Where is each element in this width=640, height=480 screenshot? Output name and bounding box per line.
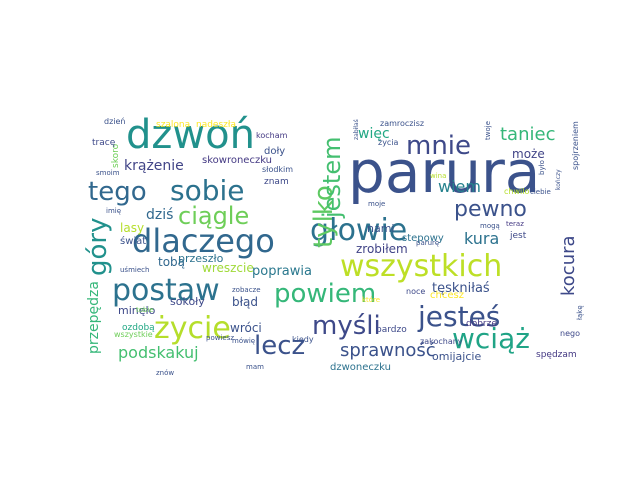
word-cloud-word: kiedy — [292, 335, 314, 344]
word-cloud-word: nadeszła — [196, 120, 236, 130]
word-cloud-word: wróci — [230, 321, 262, 335]
word-cloud-word: może — [512, 147, 545, 161]
word-cloud-word: mam — [246, 363, 264, 371]
word-cloud-word: skoro — [111, 143, 121, 168]
word-cloud-word: poprawia — [252, 264, 312, 279]
word-cloud-word: przepędza — [86, 281, 102, 354]
word-cloud-word: nego — [560, 329, 580, 338]
word-cloud-word: szalona — [156, 120, 190, 130]
word-cloud-word: kończy — [555, 169, 562, 190]
word-cloud-word: omijajcie — [432, 350, 481, 363]
word-cloud-word: ciągle — [178, 202, 249, 230]
word-cloud-word: sobie — [170, 174, 245, 207]
word-cloud-word: zobacze — [232, 286, 261, 294]
word-cloud-word: dlaczego — [132, 222, 275, 260]
word-cloud-word: twoje — [484, 121, 492, 140]
word-cloud-word: góry — [83, 218, 113, 277]
word-cloud-word: wiem — [438, 177, 481, 196]
word-cloud-word: lasy — [120, 221, 144, 235]
word-cloud-word: minęło — [118, 304, 156, 317]
word-cloud-word: świat — [120, 235, 146, 247]
word-cloud-word: tego — [88, 177, 147, 207]
word-cloud-word: wszystkich — [340, 249, 502, 284]
word-cloud-word: lecz — [254, 331, 305, 361]
word-cloud-word: kocura — [558, 235, 579, 296]
word-cloud-word: nami — [367, 222, 394, 235]
word-cloud-words: parura dzwoń wszystkich dlaczego głowie posta… — [83, 112, 584, 377]
word-cloud-word: dzwoneczku — [330, 362, 391, 373]
word-cloud-word: zamroczisz — [380, 119, 424, 128]
word-cloud-word: moje — [368, 200, 385, 208]
word-cloud-word: jesteś — [417, 300, 500, 333]
word-cloud-word: zabiłaś — [353, 119, 360, 140]
word-cloud-word: kocham — [256, 131, 288, 140]
word-cloud-word: tobą — [158, 255, 185, 269]
word-cloud-word: dobrze — [466, 319, 497, 329]
word-cloud-word: spojrzeniem — [571, 121, 580, 170]
word-cloud-word: stepowy — [402, 233, 444, 244]
word-cloud-word: wciąż — [452, 322, 530, 355]
word-cloud-word: mogą — [480, 222, 500, 230]
word-cloud-word: słodkim — [262, 165, 293, 174]
word-cloud-word: myśli — [312, 311, 381, 341]
word-cloud-word: jestem — [318, 137, 346, 220]
word-cloud-word: zrobiłem — [356, 242, 408, 256]
word-cloud-word: kura — [464, 229, 499, 248]
word-cloud-word: błąd — [232, 295, 258, 309]
word-cloud-word: spędzam — [536, 350, 577, 360]
word-cloud-word: parura — [348, 138, 540, 206]
word-cloud-word: doły — [264, 146, 285, 157]
word-cloud-word: mnie — [406, 131, 471, 161]
word-cloud-word: więc — [358, 126, 390, 142]
word-cloud-word: życia — [378, 138, 399, 147]
word-cloud-word: dziś — [146, 207, 173, 223]
word-cloud-word: parurę — [416, 239, 439, 247]
word-cloud-word: tracę — [92, 138, 116, 148]
word-cloud-word: tylko — [309, 185, 339, 248]
word-cloud-word: znam — [264, 177, 289, 187]
word-cloud-word: mówię — [232, 337, 255, 345]
word-cloud-word: powiem — [274, 279, 376, 309]
word-cloud-word: pewno — [454, 197, 527, 222]
word-cloud-word: taniec — [500, 124, 555, 145]
word-cloud-word: które — [362, 296, 380, 304]
word-cloud-word: przeszło — [178, 252, 224, 265]
word-cloud-word: smoim — [96, 169, 120, 177]
word-cloud-word: głowie — [310, 213, 407, 248]
word-cloud-word: życie — [154, 311, 231, 346]
word-cloud-word: łąkę — [576, 305, 584, 320]
word-cloud-word: sprawność — [340, 340, 436, 361]
word-cloud-word: dzwoń — [126, 112, 255, 158]
word-cloud-word: imię — [106, 207, 121, 215]
word-cloud-word: krążenie — [124, 158, 184, 174]
word-cloud-word: noce — [406, 287, 425, 296]
word-cloud-word: wszystkie — [114, 330, 153, 339]
word-cloud-word: postaw — [112, 273, 220, 308]
word-cloud-word: powiesz — [206, 334, 234, 342]
word-cloud-word: chcesz — [430, 290, 464, 301]
word-cloud-word: tęskniłaś — [432, 281, 490, 296]
word-cloud-word: uśmiech — [120, 266, 149, 274]
word-cloud-word: zakochany — [420, 337, 463, 346]
word-cloud-word: teraz — [506, 220, 524, 228]
word-cloud-word: wina — [430, 172, 446, 180]
word-cloud-word: dzień — [104, 117, 126, 126]
word-cloud-word: było — [538, 160, 546, 175]
word-cloud-word: jest — [509, 231, 527, 241]
word-cloud-word: znów — [156, 369, 174, 377]
word-cloud-word: chwilo — [504, 187, 529, 196]
word-cloud-word: wreszcie — [202, 261, 254, 275]
word-cloud-word: skowroneczku — [202, 155, 272, 166]
word-cloud-word: podskakuj — [118, 343, 199, 362]
word-cloud-word: bardzo — [376, 325, 407, 335]
word-cloud-word: sokoły — [170, 295, 205, 308]
word-cloud-word: ciebie — [530, 188, 551, 196]
word-cloud-word: ozdobą — [122, 323, 155, 333]
word-cloud-word: tobie — [136, 306, 154, 314]
